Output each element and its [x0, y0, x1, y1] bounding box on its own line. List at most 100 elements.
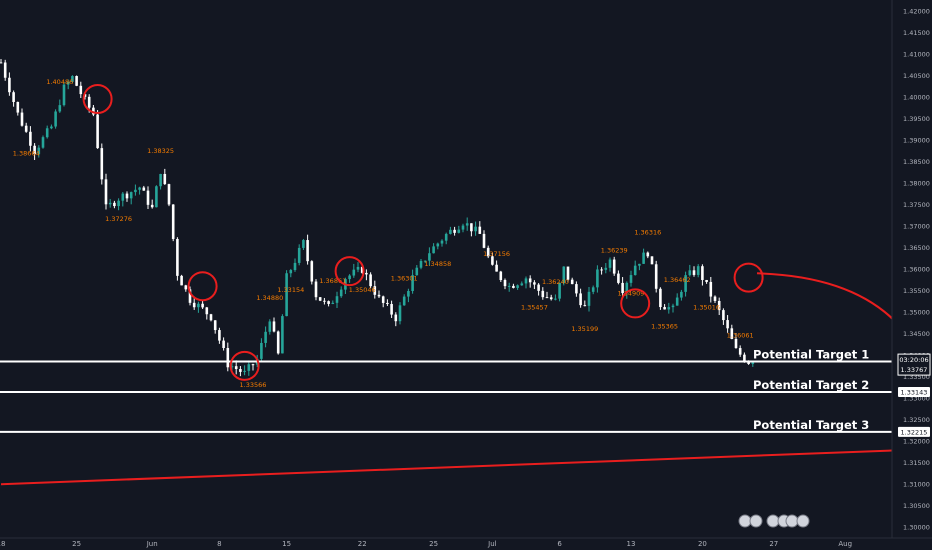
price-axis-tick: 1.35000 — [903, 309, 930, 317]
candle-body — [541, 290, 545, 298]
candle-body — [642, 252, 645, 264]
highlight-circle — [334, 256, 365, 287]
price-annotation: 1.34880 — [256, 294, 283, 302]
candle-body — [197, 303, 200, 308]
candle-body — [495, 264, 498, 272]
candle-body — [45, 128, 49, 138]
price-axis-tick: 1.36500 — [903, 244, 930, 252]
price-annotation: 1.36240 — [542, 278, 569, 286]
candle-body — [16, 101, 20, 113]
price-axis-tick: 1.30500 — [903, 502, 930, 510]
flag-icon — [796, 514, 810, 528]
candle-body — [680, 291, 683, 298]
candle-body — [486, 247, 490, 257]
economic-event-badge[interactable] — [785, 514, 810, 528]
candle-body — [713, 296, 717, 301]
candle-body — [171, 204, 175, 239]
candle-body — [226, 348, 230, 368]
candle-body — [717, 300, 721, 311]
candle-body — [398, 305, 402, 322]
candle-body — [0, 62, 3, 64]
candle-body — [360, 266, 364, 273]
candle-body — [726, 320, 729, 329]
candle-body — [428, 253, 431, 261]
candle-body — [566, 266, 570, 280]
candle-body — [54, 111, 57, 127]
candle-body — [66, 81, 70, 85]
candle-body — [583, 305, 587, 307]
time-axis-tick: 6 — [557, 540, 562, 548]
candle-body — [633, 265, 637, 276]
candle-body — [373, 286, 377, 295]
candle-body — [314, 281, 318, 298]
current-price-box — [897, 353, 931, 376]
candle-body — [440, 240, 444, 244]
candle-body — [260, 342, 263, 359]
economic-event-badge[interactable] — [738, 514, 763, 528]
candle-body — [163, 173, 167, 185]
candle-body — [335, 296, 339, 303]
price-annotation: 1.38664 — [13, 149, 40, 157]
candle-body — [100, 148, 104, 180]
candle-body — [268, 321, 272, 332]
candle-body — [8, 77, 11, 93]
candle-body — [444, 233, 448, 241]
price-annotation: 1.36301 — [391, 275, 418, 283]
target-level-label: Potential Target 1 — [753, 347, 869, 361]
candle-body — [512, 285, 515, 288]
candle-body — [734, 338, 738, 349]
price-axis-tick: 1.41500 — [903, 29, 930, 37]
time-axis-tick: 20 — [698, 540, 707, 548]
candle-body — [545, 297, 549, 299]
time-axis-tick: 25 — [72, 540, 81, 548]
highlight-circles — [82, 83, 764, 381]
candle-body — [654, 264, 658, 289]
price-axis-tick: 1.32000 — [903, 438, 930, 446]
candle-body — [129, 192, 133, 199]
time-axis[interactable]: 18 25 Jun 8 15 22 25 Jul 6 13 20 27 Aug — [0, 540, 852, 548]
highlight-circle — [187, 271, 218, 302]
event-icon — [738, 514, 752, 528]
time-axis-tick: 15 — [282, 540, 291, 548]
candle-body — [465, 223, 469, 226]
candle-body — [365, 272, 368, 275]
candle-body — [402, 296, 406, 306]
candle-body — [671, 305, 675, 308]
candle-body — [528, 278, 532, 283]
candle-body — [230, 366, 234, 368]
price-annotation: 1.35457 — [521, 303, 548, 311]
candle-body — [507, 285, 511, 287]
time-axis-tick: 18 — [0, 540, 5, 548]
candle-body — [62, 84, 66, 106]
candlesticks — [0, 59, 755, 377]
candle-body — [3, 62, 7, 78]
candle-body — [688, 270, 692, 276]
candle-body — [12, 92, 15, 102]
candle-body — [247, 364, 251, 371]
candle-body — [659, 288, 662, 308]
candle-body — [503, 280, 507, 287]
candle-body — [108, 202, 112, 205]
candle-body — [104, 179, 108, 205]
arrow-curve — [756, 272, 932, 395]
candle-body — [142, 187, 146, 191]
candle-body — [457, 229, 461, 233]
candle-body — [71, 76, 74, 82]
candle-body — [449, 229, 452, 234]
candle-body — [558, 282, 561, 299]
candle-body — [461, 225, 465, 230]
candle-body — [621, 282, 624, 294]
event-badges[interactable] — [738, 514, 810, 528]
candle-body — [184, 285, 188, 290]
candle-body — [205, 307, 209, 315]
candle-body — [33, 145, 36, 155]
level-price-tag: 1.33143 — [901, 388, 928, 396]
time-axis-tick: 13 — [627, 540, 636, 548]
highlight-circle — [82, 83, 113, 114]
time-axis-tick: Jul — [487, 540, 497, 548]
current-price-tag: 1.33767 — [901, 366, 928, 374]
candle-body — [276, 331, 280, 354]
trendline-group — [0, 448, 932, 486]
candle-body — [381, 296, 385, 303]
